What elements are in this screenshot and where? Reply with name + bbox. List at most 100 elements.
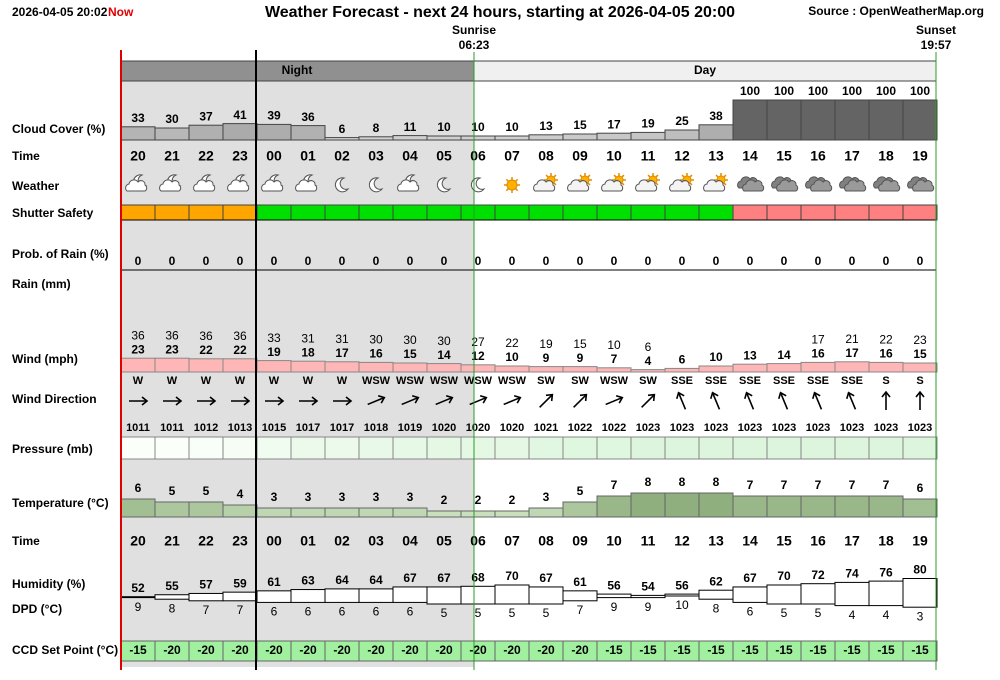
- arrow-head: [209, 396, 217, 406]
- sun-ray: [515, 178, 519, 182]
- hour: 07: [504, 148, 520, 164]
- temp-bar: [528, 507, 564, 518]
- dpd-value: 10: [675, 598, 689, 612]
- wind-bar: [460, 364, 496, 373]
- row-label: Wind Direction: [12, 392, 97, 406]
- rain-prob: 0: [747, 254, 754, 268]
- sun-ray: [587, 174, 591, 178]
- wind-arrow: [367, 395, 386, 406]
- wind-dir: W: [201, 375, 212, 387]
- wind-dir: SW: [537, 375, 555, 387]
- humidity-value: 72: [811, 568, 825, 582]
- hour: 17: [844, 533, 860, 549]
- cloud-bar: [460, 135, 496, 141]
- moon: [334, 177, 350, 193]
- sun-ray: [515, 188, 519, 192]
- sunset-time: 19:57: [921, 38, 952, 52]
- hour: 01: [300, 148, 316, 164]
- hour: 20: [130, 148, 146, 164]
- cloud-value: 100: [774, 84, 794, 98]
- wind-dir: WSW: [498, 375, 527, 387]
- arrow-head: [881, 390, 891, 398]
- wind-gust: 15: [573, 337, 587, 351]
- temp-bar: [494, 510, 530, 518]
- moon: [368, 177, 384, 193]
- hour: 16: [810, 148, 826, 164]
- wind-dir: WSW: [362, 375, 391, 387]
- wind-bar: [562, 366, 598, 373]
- wind-dir: W: [133, 375, 144, 387]
- cloud-bar: [358, 136, 394, 141]
- humidity-value: 63: [301, 574, 315, 588]
- wind-arrow: [469, 395, 488, 406]
- temp-bar: [154, 501, 190, 518]
- pressure-value: 1021: [534, 422, 558, 434]
- wind-speed: 14: [777, 348, 791, 362]
- wind-dir: SSE: [841, 375, 863, 387]
- temp-value: 6: [135, 481, 142, 495]
- ccd-value: -15: [707, 643, 725, 657]
- cloud-bar: [902, 99, 938, 141]
- wind-bar: [154, 357, 190, 373]
- pressure-cell: [392, 436, 428, 460]
- humidity-value: 76: [879, 565, 893, 579]
- weather-icon: [601, 173, 626, 192]
- pressure-cell: [630, 436, 666, 460]
- cloud: [125, 179, 148, 192]
- temp-bar: [188, 501, 224, 518]
- humidity-value: 52: [131, 581, 145, 595]
- wind-arrow: [333, 396, 353, 406]
- wind-gust: 22: [879, 333, 893, 347]
- ccd-value: -20: [299, 643, 317, 657]
- hour: 17: [844, 148, 860, 164]
- row-label: Cloud Cover (%): [12, 122, 105, 136]
- hour: 11: [641, 533, 656, 549]
- wind-arrow: [539, 393, 554, 408]
- cloud: [669, 179, 692, 192]
- humidity-box: [562, 590, 598, 602]
- sunrise-time: 06:23: [459, 38, 490, 52]
- shutter-cell: [528, 204, 564, 221]
- temp-value: 2: [475, 493, 482, 507]
- wind-bar: [426, 363, 462, 373]
- pressure-value: 1020: [432, 422, 456, 434]
- wind-bar: [766, 363, 802, 373]
- sun-ray: [723, 182, 727, 186]
- ccd-value: -20: [571, 643, 589, 657]
- wind-dir: W: [235, 375, 246, 387]
- wind-gust: 22: [505, 336, 519, 350]
- shutter-cell: [426, 204, 462, 221]
- wind-speed: 22: [199, 343, 213, 357]
- pressure-cell: [494, 436, 530, 460]
- shutter-cell: [732, 204, 768, 221]
- weather-icon: [839, 176, 867, 192]
- cloud-value: 19: [641, 117, 655, 131]
- arrow-shaft: [847, 392, 857, 410]
- temp-value: 5: [169, 484, 176, 498]
- temp-bar: [562, 501, 598, 518]
- pressure-value: 1020: [500, 422, 524, 434]
- wind-bar: [630, 369, 666, 373]
- row-label: Time: [12, 149, 40, 163]
- ccd-value: -20: [537, 643, 555, 657]
- sun-ray: [613, 174, 617, 178]
- ccd-value: -20: [469, 643, 487, 657]
- temp-bar: [834, 495, 870, 518]
- shutter-cell: [868, 204, 904, 221]
- weather-icon: [805, 176, 833, 192]
- rain-prob: 0: [849, 254, 856, 268]
- humidity-value: 67: [743, 571, 757, 585]
- cloud-bar: [222, 123, 258, 141]
- shutter-cell: [800, 204, 836, 221]
- hour: 06: [470, 148, 486, 164]
- arrow-shaft: [605, 396, 623, 406]
- sun-ray: [655, 174, 659, 178]
- wind-dir: S: [916, 375, 923, 387]
- hour: 11: [641, 148, 656, 164]
- temp-bar: [766, 495, 802, 518]
- weather-icon: [737, 176, 765, 192]
- arrow-head: [778, 391, 787, 400]
- cloud-value: 11: [404, 120, 417, 134]
- wind-arrow: [573, 393, 588, 408]
- wind-bar: [596, 367, 632, 373]
